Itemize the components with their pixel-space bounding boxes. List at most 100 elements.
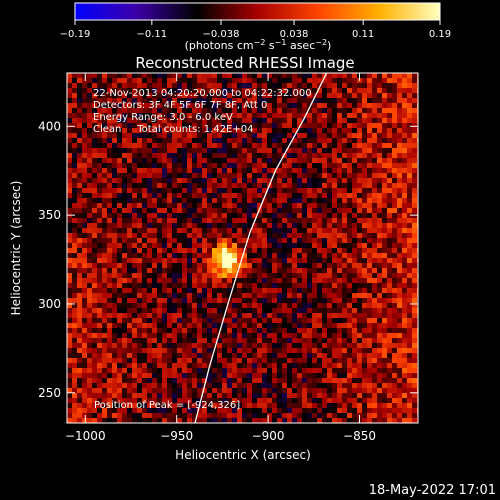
heatmap-cell <box>287 248 293 254</box>
heatmap-cell <box>332 188 338 194</box>
heatmap-cell <box>232 218 238 224</box>
heatmap-cell <box>182 93 188 99</box>
heatmap-cell <box>127 228 133 234</box>
heatmap-cell <box>192 148 198 154</box>
heatmap-cell <box>407 218 413 224</box>
heatmap-cell <box>392 183 398 189</box>
heatmap-cell <box>167 218 173 224</box>
heatmap-cell <box>357 188 363 194</box>
heatmap-cell <box>147 168 153 174</box>
heatmap-cell <box>257 123 263 129</box>
heatmap-cell <box>132 258 138 264</box>
heatmap-cell <box>87 208 93 214</box>
heatmap-cell <box>352 73 358 79</box>
heatmap-cell <box>292 173 298 179</box>
heatmap-cell <box>367 128 373 134</box>
heatmap-cell <box>327 313 333 319</box>
heatmap-cell <box>277 268 283 274</box>
heatmap-cell <box>297 383 303 389</box>
heatmap-cell <box>317 248 323 254</box>
heatmap-cell <box>267 248 273 254</box>
heatmap-cell <box>282 418 288 423</box>
heatmap-cell <box>157 148 163 154</box>
heatmap-cell <box>212 173 218 179</box>
heatmap-cell <box>332 348 338 354</box>
heatmap-cell <box>227 328 233 334</box>
heatmap-cell <box>137 73 143 79</box>
heatmap-cell <box>237 103 243 109</box>
heatmap-cell <box>97 378 103 384</box>
heatmap-cell <box>72 283 78 289</box>
heatmap-cell <box>202 153 208 159</box>
heatmap-cell <box>332 143 338 149</box>
heatmap-cell <box>77 318 83 324</box>
heatmap-cell <box>202 403 208 409</box>
heatmap-cell <box>187 233 193 239</box>
heatmap-cell <box>297 193 303 199</box>
heatmap-cell <box>387 228 393 234</box>
heatmap-cell <box>267 283 273 289</box>
heatmap-cell <box>222 258 228 264</box>
heatmap-cell <box>257 413 263 419</box>
heatmap-cell <box>382 318 388 324</box>
heatmap-cell <box>327 128 333 134</box>
heatmap-cell <box>402 278 408 284</box>
heatmap-cell <box>377 368 383 374</box>
heatmap-cell <box>352 218 358 224</box>
heatmap-cell <box>182 183 188 189</box>
heatmap-cell <box>337 123 343 129</box>
heatmap-cell <box>392 188 398 194</box>
heatmap-cell <box>287 88 293 94</box>
heatmap-cell <box>132 283 138 289</box>
heatmap-cell <box>372 353 378 359</box>
heatmap-cell <box>352 143 358 149</box>
heatmap-cell <box>142 298 148 304</box>
heatmap-cell <box>82 388 88 394</box>
heatmap-cell <box>102 253 108 259</box>
heatmap-cell <box>67 168 73 174</box>
heatmap-cell <box>402 398 408 404</box>
heatmap-cell <box>342 213 348 219</box>
heatmap-cell <box>372 293 378 299</box>
heatmap-cell <box>77 288 83 294</box>
heatmap-cell <box>272 258 278 264</box>
heatmap-cell <box>67 388 73 394</box>
heatmap-cell <box>382 128 388 134</box>
heatmap-cell <box>142 243 148 249</box>
heatmap-cell <box>97 118 103 124</box>
heatmap-cell <box>402 298 408 304</box>
heatmap-cell <box>412 298 418 304</box>
heatmap-cell <box>392 93 398 99</box>
heatmap-cell <box>402 228 408 234</box>
heatmap-cell <box>217 73 223 79</box>
heatmap-cell <box>127 278 133 284</box>
heatmap-cell <box>277 278 283 284</box>
heatmap-cell <box>382 163 388 169</box>
heatmap-cell <box>162 413 168 419</box>
heatmap-cell <box>152 298 158 304</box>
heatmap-cell <box>302 118 308 124</box>
heatmap-cell <box>372 208 378 214</box>
heatmap-cell <box>297 413 303 419</box>
heatmap-cell <box>137 93 143 99</box>
heatmap-cell <box>212 348 218 354</box>
heatmap-cell <box>142 293 148 299</box>
heatmap-cell <box>92 203 98 209</box>
heatmap-cell <box>112 383 118 389</box>
heatmap-cell <box>187 348 193 354</box>
heatmap-cell <box>252 113 258 119</box>
heatmap-cell <box>267 243 273 249</box>
heatmap-cell <box>142 228 148 234</box>
heatmap-cell <box>227 198 233 204</box>
heatmap-cell <box>117 98 123 104</box>
heatmap-cell <box>87 288 93 294</box>
heatmap-cell <box>382 238 388 244</box>
heatmap-cell <box>397 138 403 144</box>
heatmap-cell <box>227 178 233 184</box>
heatmap-cell <box>307 133 313 139</box>
heatmap-cell <box>377 243 383 249</box>
heatmap-cell <box>82 188 88 194</box>
heatmap-cell <box>167 268 173 274</box>
heatmap-cell <box>227 163 233 169</box>
heatmap-cell <box>77 263 83 269</box>
